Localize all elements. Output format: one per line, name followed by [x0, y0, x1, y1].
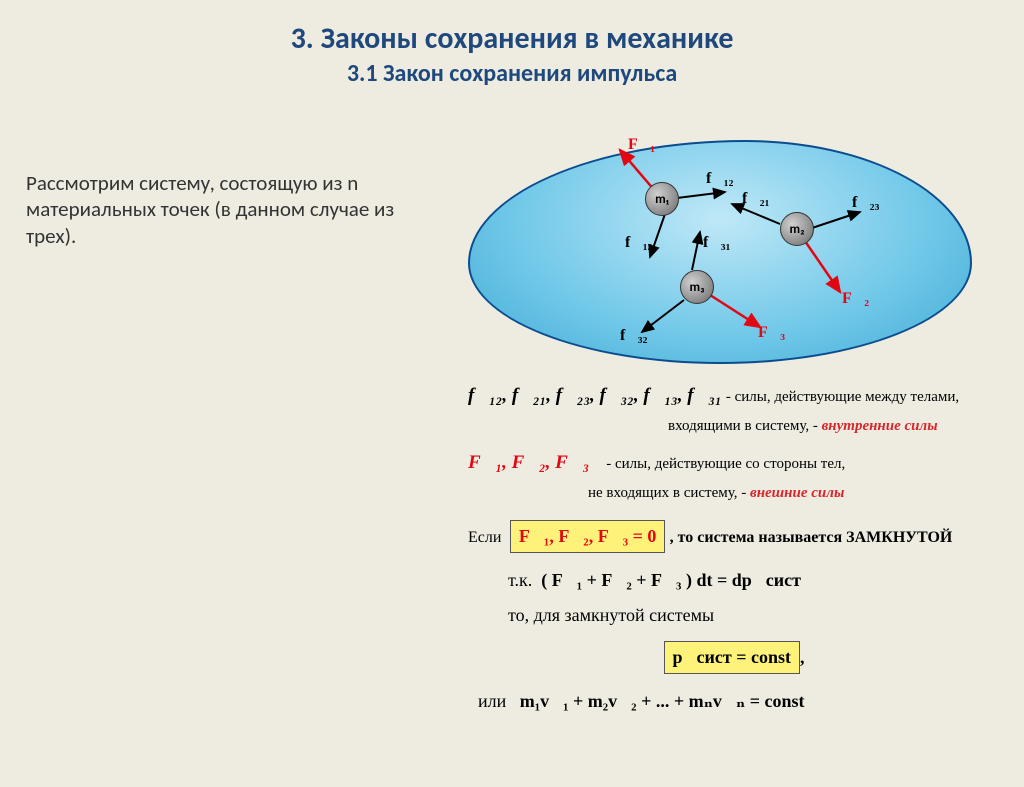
- legend-internal-desc-a: - силы, действующие между телами,: [726, 389, 959, 405]
- system-blob: m₁ m₂ m₃ F⃗₁ F⃗₂ F⃗₃ f⃗₁₂ f⃗₂₁ f⃗₂₃ f⃗₁₃…: [468, 140, 972, 364]
- diagram-container: m₁ m₂ m₃ F⃗₁ F⃗₂ F⃗₃ f⃗₁₂ f⃗₂₁ f⃗₂₃ f⃗₁₃…: [440, 140, 1000, 715]
- legend-block: f⃗₁₂, f⃗₂₁, f⃗₂₃, f⃗₃₂, f⃗₁₃, f⃗₃₁ - сил…: [468, 382, 1000, 715]
- legend-external-desc-b-row: не входящих в систему, - внешние силы: [588, 482, 1000, 505]
- legend-internal-em: внутренние силы: [822, 418, 938, 434]
- body-paragraph: Рассмотрим систему, состоящую из n матер…: [26, 170, 406, 249]
- legend-internal-symbols: f⃗₁₂, f⃗₂₁, f⃗₂₃, f⃗₃₂, f⃗₁₃, f⃗₃₁: [468, 385, 722, 406]
- p-const-box: p⃗сист = const: [664, 641, 800, 674]
- closed-condition-box: F⃗₁, F⃗₂, F⃗₃ = 0: [510, 520, 665, 553]
- page-title-sub: 3.1 Закон сохранения импульса: [0, 59, 1024, 88]
- label-f23: f⃗₂₃: [852, 194, 879, 212]
- eq-line-1: т.к. ( F⃗₁ + F⃗₂ + F⃗₃ ) dt = dp⃗сист: [508, 567, 1000, 594]
- label-f32: f⃗₃₂: [620, 327, 647, 345]
- mass-m2: m₂: [780, 212, 814, 246]
- legend-external-em: внешние силы: [750, 485, 844, 501]
- eq-line-4: или m₁v⃗₁ + m₂v⃗₂ + ... + mₙv⃗ₙ = const: [478, 688, 1000, 715]
- mass-m1: m₁: [645, 182, 679, 216]
- label-f21: f⃗₂₁: [742, 190, 769, 208]
- legend-internal-row: f⃗₁₂, f⃗₂₁, f⃗₂₃, f⃗₃₂, f⃗₁₃, f⃗₃₁ - сил…: [468, 382, 1000, 411]
- eq-line-3-row: p⃗сист = const ,: [468, 641, 1000, 674]
- legend-external-row: F⃗₁, F⃗₂, F⃗₃ - силы, действующие со сто…: [468, 449, 1000, 478]
- label-f13: f⃗₁₃: [625, 234, 652, 252]
- mass-m3: m₃: [680, 270, 714, 304]
- legend-internal-desc-b-row: входящими в систему, - внутренние силы: [668, 415, 1000, 438]
- label-F3: F⃗₃: [758, 324, 785, 342]
- closed-system-row: Если F⃗₁, F⃗₂, F⃗₃ = 0 , то система назы…: [468, 520, 1000, 553]
- label-f12: f⃗₁₂: [706, 170, 733, 188]
- closed-post: , то система называется ЗАМКНУТОЙ: [670, 529, 953, 546]
- label-F2: F⃗₂: [842, 290, 869, 308]
- page-title-main: 3. Законы сохранения в механике: [0, 20, 1024, 57]
- label-F1: F⃗₁: [628, 136, 655, 154]
- legend-external-symbols: F⃗₁, F⃗₂, F⃗₃: [468, 452, 589, 473]
- eq-line-2: то, для замкнутой системы: [508, 602, 1000, 629]
- legend-external-desc-a: - силы, действующие со стороны тел,: [606, 456, 845, 472]
- label-f31: f⃗₃₁: [703, 234, 730, 252]
